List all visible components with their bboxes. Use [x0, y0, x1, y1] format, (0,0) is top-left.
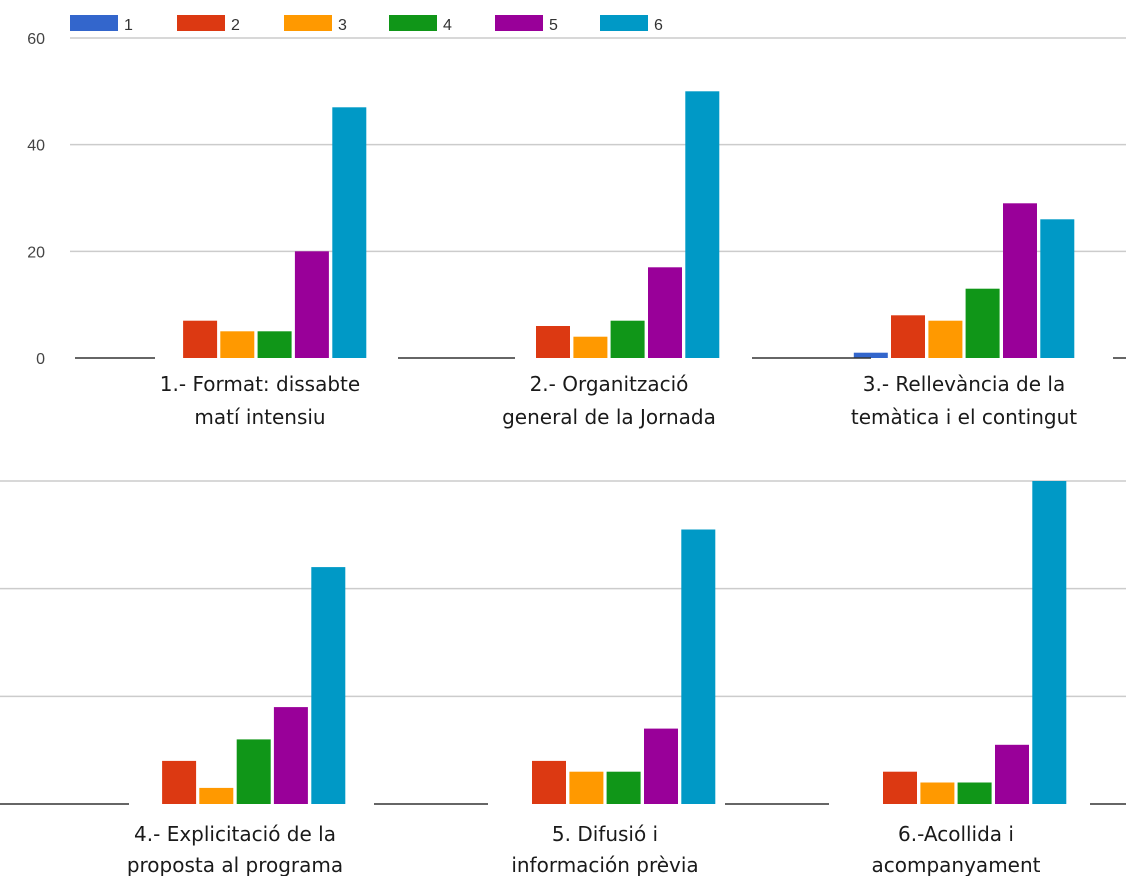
y-tick-label-60: 60 — [27, 31, 45, 48]
y-tick-label-20: 20 — [27, 244, 45, 261]
legend-swatch-4 — [389, 15, 437, 31]
bar-series-2-cat-2 — [532, 760, 566, 804]
bar-series-2-cat-3 — [891, 315, 925, 358]
legend-label-3: 3 — [338, 17, 347, 34]
bar-series-3-cat-3 — [928, 320, 963, 358]
bar-series-5-cat-1 — [273, 707, 308, 804]
bar-series-5-cat-3 — [995, 744, 1029, 804]
legend-label-1: 1 — [124, 17, 133, 34]
bar-series-5-cat-3 — [1003, 203, 1037, 358]
category-label-4-line-2: proposta al programa — [127, 853, 343, 876]
category-label-2-line-1: 2.- Organització — [530, 372, 689, 396]
bar-series-2-cat-3 — [883, 771, 917, 804]
bar-series-6-cat-3 — [1032, 481, 1067, 804]
legend-swatch-3 — [284, 15, 332, 31]
bar-series-6-cat-1 — [332, 107, 367, 358]
chart-panel-top: 0 20 40 60 1.- Format: dissabte matí intensiu… — [27, 31, 1126, 429]
bar-series-2-cat-1 — [162, 760, 197, 804]
bar-series-4-cat-3 — [965, 288, 1000, 358]
bar-series-5-cat-2 — [648, 267, 682, 358]
category-label-3-line-2: temàtica i el contingut — [851, 405, 1077, 429]
chart-panel-bottom: 4.- Explicitació de la proposta al progra… — [0, 480, 1126, 876]
category-label-4-line-1: 4.- Explicitació de la — [134, 822, 336, 846]
bar-series-4-cat-1 — [257, 331, 292, 358]
category-label-1-line-1: 1.- Format: dissabte — [160, 372, 360, 396]
bar-series-1-cat-3 — [853, 352, 888, 358]
bar-series-3-cat-1 — [220, 331, 255, 358]
legend-label-2: 2 — [231, 17, 240, 34]
legend-swatch-5 — [495, 15, 543, 31]
category-label-6-line-2: acompanyament — [872, 853, 1041, 876]
bar-series-2-cat-1 — [183, 320, 218, 358]
bar-series-4-cat-1 — [236, 739, 271, 804]
legend-label-5: 5 — [549, 17, 558, 34]
bar-series-3-cat-1 — [199, 787, 234, 804]
legend-swatch-6 — [600, 15, 648, 31]
legend-label-6: 6 — [654, 17, 663, 34]
bar-series-5-cat-1 — [294, 251, 329, 358]
bar-series-3-cat-2 — [573, 336, 608, 358]
bar-series-6-cat-3 — [1040, 219, 1075, 358]
y-tick-label-40: 40 — [27, 138, 45, 155]
bar-series-5-cat-2 — [644, 728, 678, 804]
bar-series-3-cat-2 — [569, 771, 604, 804]
bar-series-6-cat-1 — [311, 567, 346, 804]
category-label-1-line-2: matí intensiu — [194, 405, 325, 429]
bar-series-2-cat-2 — [536, 326, 570, 358]
bar-series-6-cat-2 — [685, 91, 720, 359]
category-label-6-line-1: 6.-Acollida i — [898, 822, 1014, 846]
category-label-2-line-2: general de la Jornada — [502, 405, 716, 429]
category-label-5-line-2: información prèvia — [511, 853, 698, 876]
category-label-5-line-1: 5. Difusió i — [552, 822, 658, 846]
y-tick-label-0: 0 — [36, 351, 45, 368]
legend-swatch-1 — [70, 15, 118, 31]
bar-series-3-cat-3 — [920, 782, 955, 804]
bar-series-4-cat-2 — [610, 320, 645, 358]
bar-series-4-cat-3 — [957, 782, 992, 804]
legend-swatch-2 — [177, 15, 225, 31]
category-label-3-line-1: 3.- Rellevància de la — [863, 372, 1065, 396]
bar-series-4-cat-2 — [606, 771, 641, 804]
legend: 1 2 3 4 5 6 — [70, 15, 663, 34]
legend-label-4: 4 — [443, 17, 452, 34]
bar-series-6-cat-2 — [681, 529, 716, 804]
